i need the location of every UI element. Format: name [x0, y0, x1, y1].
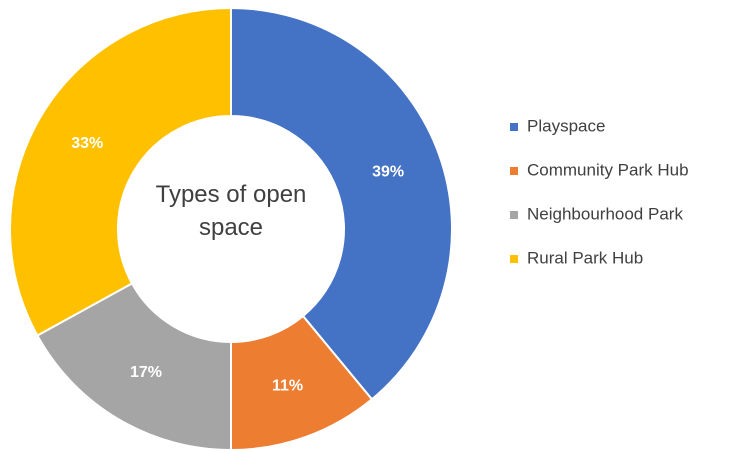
- slice: [35, 282, 232, 452]
- data-label: 39%: [372, 164, 404, 181]
- legend-label: Neighbourhood Park: [527, 204, 683, 223]
- legend-swatch: [510, 167, 518, 175]
- legend-swatch: [510, 255, 518, 263]
- slice: [9, 6, 232, 337]
- data-label: 11%: [272, 377, 303, 394]
- slice: [230, 6, 453, 401]
- legend-label: Community Park Hub: [527, 160, 689, 179]
- legend-swatch: [510, 123, 518, 131]
- data-label: 33%: [71, 135, 103, 152]
- chart-title: Types of open space: [155, 181, 307, 241]
- legend-label: Playspace: [527, 116, 605, 135]
- legend-swatch: [510, 211, 518, 219]
- legend-label: Rural Park Hub: [527, 248, 643, 267]
- data-label: 17%: [130, 364, 162, 381]
